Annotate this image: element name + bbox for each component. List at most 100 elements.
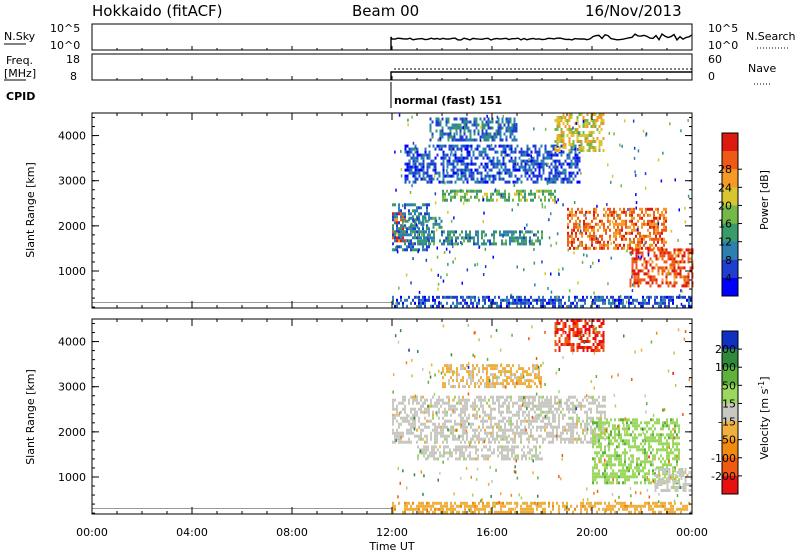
- echo-cell: [460, 440, 462, 444]
- echo-cell: [544, 422, 546, 426]
- echo-cell: [594, 346, 597, 349]
- echo-cell: [572, 437, 574, 441]
- echo-cell: [624, 478, 626, 482]
- echo-cell: [618, 463, 620, 467]
- echo-cell: [572, 334, 575, 337]
- echo-cell: [412, 227, 414, 231]
- echo-cell: [484, 504, 486, 508]
- echo-cell: [666, 295, 668, 299]
- echo-cell: [498, 401, 500, 405]
- echo-cell: [430, 419, 432, 423]
- echo-cell: [507, 445, 509, 449]
- echo-cell: [410, 242, 412, 246]
- echo-cell: [635, 257, 638, 261]
- echo-cell: [476, 147, 479, 151]
- echo-cell: [596, 421, 598, 425]
- echo-cell: [435, 123, 438, 127]
- echo-cell: [660, 478, 662, 482]
- echo-cell: [631, 219, 633, 223]
- echo-cell: [558, 401, 560, 405]
- echo-cell: [450, 168, 453, 172]
- echo-cell: [621, 210, 623, 214]
- echo-cell: [472, 373, 474, 377]
- echo-cell: [626, 433, 628, 437]
- echo-cell: [410, 431, 412, 435]
- echo-cell: [586, 349, 589, 352]
- echo-cell: [509, 236, 511, 240]
- echo-cell: [540, 174, 543, 178]
- echo-cell: [590, 146, 593, 149]
- echo-cell: [476, 144, 479, 148]
- echo-cell: [498, 192, 500, 196]
- echo-cell: [586, 122, 589, 125]
- echo-cell: [450, 150, 453, 154]
- echo-cell: [622, 418, 624, 422]
- echo-cell: [474, 398, 476, 402]
- echo-cell: [400, 218, 402, 222]
- echo-cell: [580, 149, 583, 152]
- echo-cell: [604, 427, 606, 431]
- echo-cell: [469, 132, 472, 136]
- echo-cell: [402, 416, 404, 420]
- echo-cell: [572, 410, 574, 414]
- echo-cell: [482, 410, 484, 414]
- echo-cell: [438, 395, 440, 399]
- echo-cell: [625, 222, 627, 226]
- echo-cell: [486, 431, 488, 435]
- echo-cell: [544, 298, 546, 302]
- echo-cell: [394, 431, 396, 435]
- echo-cell: [648, 442, 650, 446]
- echo-cell: [643, 278, 646, 282]
- echo-cell: [676, 448, 678, 452]
- echo-cell: [593, 207, 595, 211]
- echo-cell: [602, 475, 604, 479]
- echo-cell: [511, 239, 513, 243]
- echo-cell: [582, 404, 584, 408]
- echo-cell: [466, 295, 468, 299]
- echo-cell: [492, 159, 495, 163]
- echo-cell: [440, 144, 443, 148]
- echo-cell: [603, 246, 605, 250]
- echo-cell: [442, 367, 444, 371]
- echo-cell: [599, 246, 601, 250]
- echo-cell: [687, 119, 689, 122]
- echo-cell: [469, 239, 471, 243]
- echo-cell: [444, 504, 446, 508]
- echo-cell: [645, 210, 647, 214]
- echo-cell: [452, 425, 454, 429]
- echo-cell: [483, 126, 486, 130]
- echo-cell: [421, 451, 423, 455]
- echo-cell: [422, 248, 424, 252]
- echo-cell: [631, 216, 633, 220]
- echo-cell: [657, 266, 660, 270]
- echo-cell: [642, 129, 645, 133]
- echo-cell: [441, 454, 443, 458]
- echo-cell: [558, 322, 561, 325]
- echo-cell: [604, 416, 606, 420]
- echo-cell: [472, 422, 474, 426]
- echo-cell: [657, 210, 659, 214]
- echo-cell: [674, 427, 676, 431]
- echo-cell: [570, 304, 572, 308]
- echo-cell: [589, 237, 591, 241]
- echo-cell: [606, 421, 608, 425]
- echo-cell: [524, 425, 526, 429]
- echo-cell: [646, 436, 648, 440]
- echo-cell: [607, 282, 609, 286]
- echo-cell: [564, 331, 567, 334]
- echo-cell: [653, 219, 655, 223]
- echo-cell: [506, 304, 508, 308]
- echo-cell: [495, 135, 498, 139]
- echo-cell: [420, 162, 423, 166]
- echo-cell: [421, 233, 423, 237]
- echo-cell: [424, 401, 426, 405]
- echo-cell: [486, 425, 488, 429]
- echo-cell: [492, 177, 495, 181]
- echo-cell: [418, 174, 421, 178]
- echo-cell: [442, 504, 444, 508]
- echo-cell: [633, 207, 635, 211]
- echo-cell: [426, 165, 429, 169]
- echo-cell: [492, 431, 494, 435]
- echo-cell: [556, 134, 559, 137]
- echo-cell: [594, 122, 597, 125]
